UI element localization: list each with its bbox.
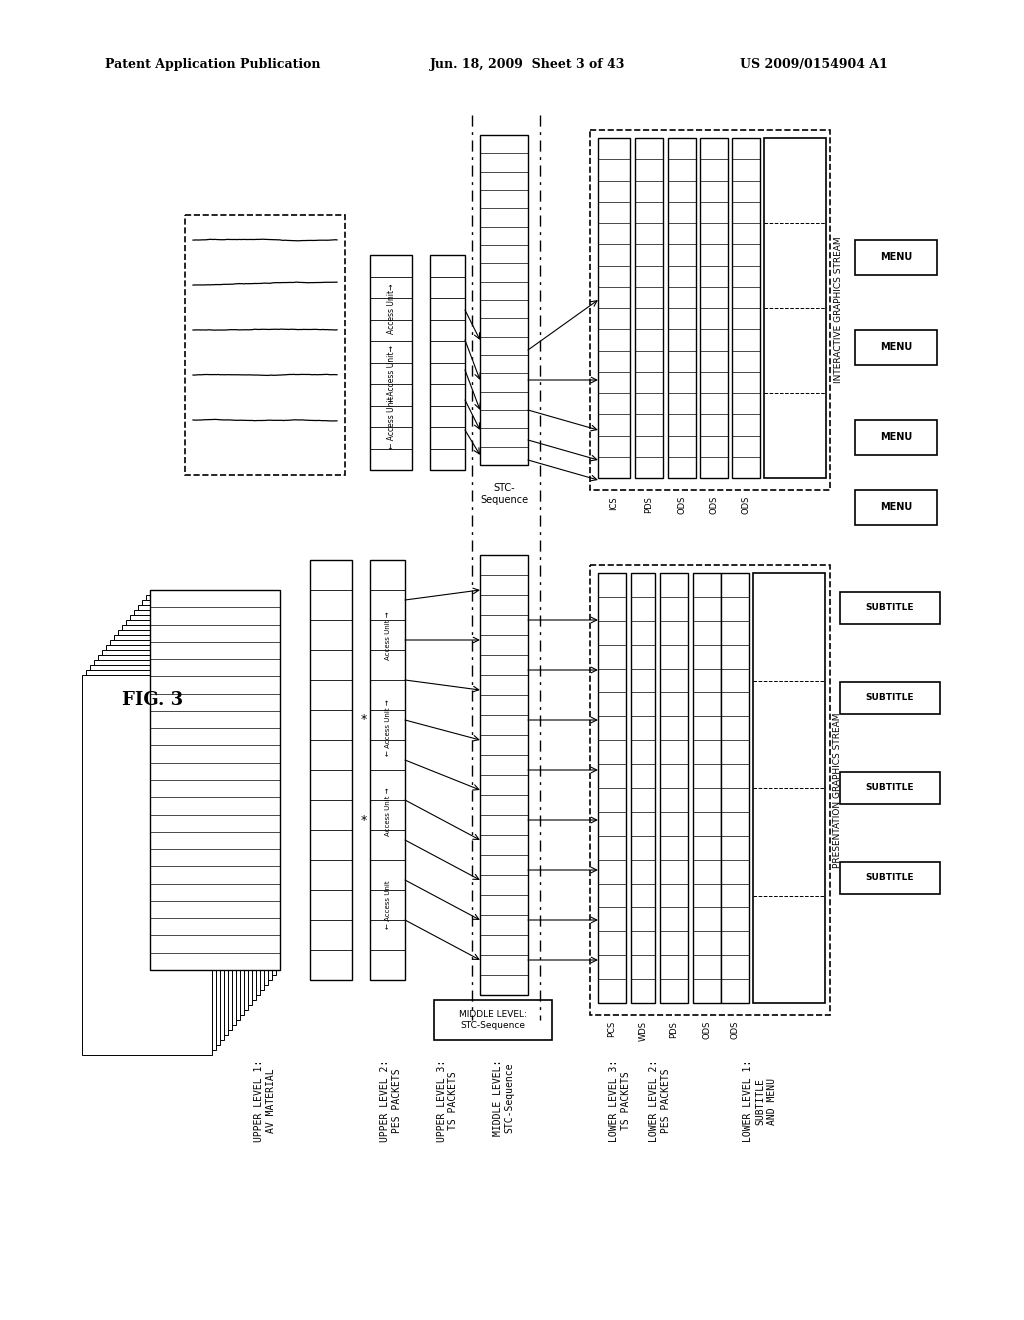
Bar — [90, 665, 220, 1045]
Bar — [150, 590, 280, 970]
Bar — [82, 675, 212, 1055]
Bar — [598, 139, 630, 478]
Text: MENU: MENU — [880, 342, 912, 352]
Bar — [753, 573, 825, 1003]
Text: ICS: ICS — [609, 496, 618, 510]
Bar — [598, 573, 626, 1003]
Text: UPPER LEVEL 3:
TS PACKETS: UPPER LEVEL 3: TS PACKETS — [436, 1060, 459, 1142]
Text: WDS: WDS — [639, 1020, 647, 1041]
Text: ← Access Unit: ← Access Unit — [384, 880, 390, 929]
Text: UPPER LEVEL 1:
AV MATERIAL: UPPER LEVEL 1: AV MATERIAL — [254, 1060, 275, 1142]
Text: Access Unit→: Access Unit→ — [386, 284, 395, 334]
Bar — [130, 615, 260, 995]
Bar — [310, 560, 352, 979]
Bar — [840, 772, 940, 804]
Bar — [150, 590, 280, 970]
Bar — [840, 591, 940, 624]
Text: SUBTITLE: SUBTITLE — [865, 874, 914, 883]
Bar — [118, 630, 248, 1010]
Text: ODS: ODS — [702, 1020, 712, 1039]
Bar — [134, 610, 264, 990]
Bar — [855, 490, 937, 525]
Bar — [693, 573, 721, 1003]
Bar — [138, 605, 268, 985]
Bar — [114, 635, 244, 1015]
Bar — [102, 649, 232, 1030]
Bar — [185, 215, 345, 475]
Text: US 2009/0154904 A1: US 2009/0154904 A1 — [740, 58, 888, 71]
Bar — [840, 682, 940, 714]
Text: Access Unit →: Access Unit → — [384, 788, 390, 837]
Text: *: * — [360, 713, 368, 726]
Text: LOWER LEVEL 3:
TS PACKETS: LOWER LEVEL 3: TS PACKETS — [609, 1060, 631, 1142]
Bar — [668, 139, 696, 478]
Text: ← Access Unit →: ← Access Unit → — [384, 700, 390, 756]
Bar — [732, 139, 760, 478]
Text: PDS: PDS — [670, 1020, 679, 1038]
Text: Patent Application Publication: Patent Application Publication — [105, 58, 321, 71]
Text: PCS: PCS — [607, 1020, 616, 1038]
Bar — [480, 135, 528, 465]
Bar — [110, 640, 240, 1020]
Bar — [660, 573, 688, 1003]
Bar — [106, 645, 236, 1026]
Bar — [86, 671, 216, 1049]
Bar — [631, 573, 655, 1003]
Bar — [764, 139, 826, 478]
Text: Access Unit →: Access Unit → — [384, 611, 390, 660]
Text: MIDDLE LEVEL:
STC-Sequence: MIDDLE LEVEL: STC-Sequence — [459, 1010, 527, 1030]
Text: SUBTITLE: SUBTITLE — [865, 603, 914, 612]
Bar — [480, 554, 528, 995]
Text: SUBTITLE: SUBTITLE — [865, 693, 914, 702]
Text: MENU: MENU — [880, 433, 912, 442]
Bar — [98, 655, 228, 1035]
Bar — [430, 255, 465, 470]
Text: PRESENTATION GRAPHICS STREAM: PRESENTATION GRAPHICS STREAM — [833, 713, 842, 867]
Text: INTERACTIVE GRAPHICS STREAM: INTERACTIVE GRAPHICS STREAM — [834, 236, 843, 383]
Text: FIG. 3: FIG. 3 — [122, 690, 183, 709]
Text: MENU: MENU — [880, 503, 912, 512]
Bar — [840, 862, 940, 894]
Text: MENU: MENU — [880, 252, 912, 263]
Bar — [146, 595, 276, 975]
Text: MIDDLE LEVEL:
STC-Sequence: MIDDLE LEVEL: STC-Sequence — [494, 1060, 515, 1137]
Bar — [94, 660, 224, 1040]
Bar — [855, 420, 937, 455]
Bar — [370, 560, 406, 979]
Text: ODS: ODS — [678, 496, 686, 515]
Bar — [126, 620, 256, 1001]
Bar — [855, 330, 937, 366]
Bar — [590, 565, 830, 1015]
Bar — [142, 601, 272, 979]
Text: LOWER LEVEL 2:
PES PACKETS: LOWER LEVEL 2: PES PACKETS — [649, 1060, 671, 1142]
Bar — [370, 255, 412, 470]
Bar — [721, 573, 749, 1003]
Bar — [635, 139, 663, 478]
Text: ←Access Unit→: ←Access Unit→ — [386, 345, 395, 401]
Bar — [590, 129, 830, 490]
Bar — [700, 139, 728, 478]
Text: ODS: ODS — [730, 1020, 739, 1039]
Text: SUBTITLE: SUBTITLE — [865, 784, 914, 792]
Text: ODS: ODS — [710, 496, 719, 515]
Text: LOWER LEVEL 1:
SUBTITLE
AND MENU: LOWER LEVEL 1: SUBTITLE AND MENU — [743, 1060, 776, 1142]
Bar — [855, 240, 937, 275]
Bar — [434, 1001, 552, 1040]
Text: *: * — [360, 814, 368, 826]
Text: PDS: PDS — [644, 496, 653, 513]
Bar — [122, 624, 252, 1005]
Text: Jun. 18, 2009  Sheet 3 of 43: Jun. 18, 2009 Sheet 3 of 43 — [430, 58, 626, 71]
Text: STC-
Sequence: STC- Sequence — [480, 483, 528, 504]
Text: ← Access Unit: ← Access Unit — [386, 396, 395, 449]
Text: ODS: ODS — [741, 496, 751, 515]
Text: UPPER LEVEL 2:
PES PACKETS: UPPER LEVEL 2: PES PACKETS — [380, 1060, 401, 1142]
